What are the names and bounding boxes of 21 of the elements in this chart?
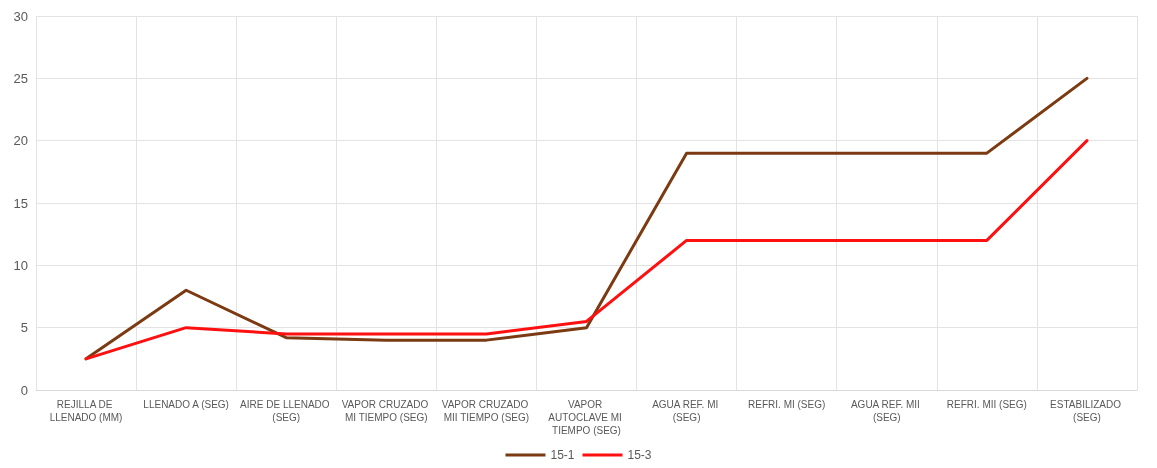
x-tick-label: ESTABILIZADO (SEG) — [1050, 399, 1124, 423]
legend-label: 15-1 — [550, 448, 575, 462]
x-tick-label: VAPOR CRUZADO MII TIEMPO (SEG) — [441, 399, 532, 423]
x-tick-label: VAPOR AUTOCLAVE MI TIEMPO (SEG) — [548, 399, 625, 436]
legend-label: 15-3 — [627, 448, 652, 462]
y-tick-label: 5 — [20, 320, 28, 336]
y-tick-label: 15 — [13, 195, 28, 211]
x-tick-label: LLENADO A (SEG) — [143, 399, 229, 410]
x-tick-label: REFRI. MII (SEG) — [946, 399, 1027, 410]
y-tick-label: 0 — [20, 382, 28, 398]
x-tick-label: REJILLA DE LLENADO (MM) — [49, 399, 123, 423]
x-tick-label: AIRE DE LLENADO (SEG) — [240, 399, 333, 423]
x-tick-label: AGUA REF. MI (SEG) — [652, 399, 722, 423]
x-tick-label: AGUA REF. MII (SEG) — [850, 399, 923, 423]
y-tick-label: 10 — [13, 257, 28, 273]
y-tick-label: 20 — [13, 133, 28, 149]
x-tick-label: REFRI. MI (SEG) — [748, 399, 826, 410]
x-tick-label: VAPOR CRUZADO MI TIEMPO (SEG) — [341, 399, 431, 423]
y-tick-label: 30 — [13, 8, 28, 24]
y-tick-label: 25 — [13, 70, 28, 86]
line-series — [84, 139, 1089, 361]
